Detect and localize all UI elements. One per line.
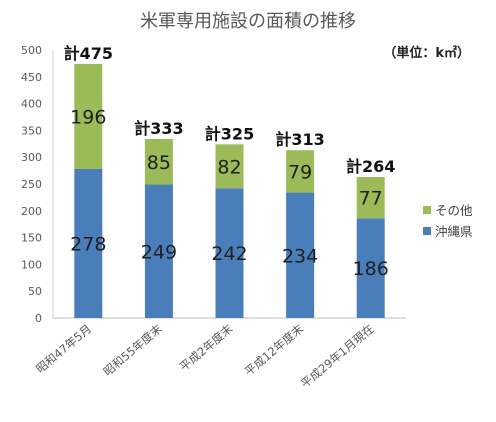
y-tick-label: 450: [21, 71, 42, 84]
bar-segment-okinawa: [74, 168, 103, 318]
segment-value-label: 85: [147, 152, 171, 174]
total-label: 計313: [275, 130, 324, 149]
chart-title: 米軍専用施設の面積の推移: [140, 11, 356, 32]
bar-segment-okinawa: [215, 188, 244, 318]
y-tick-label: 100: [21, 258, 42, 271]
segment-value-label: 77: [359, 188, 383, 210]
y-tick-label: 500: [21, 44, 42, 57]
y-tick-label: 150: [21, 232, 42, 245]
legend-label: その他: [435, 203, 473, 218]
total-label: 計325: [205, 124, 254, 143]
segment-value-label: 242: [211, 243, 247, 265]
total-label: 計333: [134, 119, 183, 138]
x-tick-label: 平成12年度末: [242, 321, 307, 378]
segment-value-label: 234: [282, 245, 318, 267]
bar-segment-okinawa: [286, 192, 315, 318]
bar-segment-other: [144, 138, 173, 185]
x-tick-label: 平成2年度末: [177, 321, 236, 374]
x-tick-label: 昭和47年5月: [33, 322, 94, 376]
total-label: 計264: [346, 157, 395, 176]
y-tick-label: 400: [21, 98, 42, 111]
bars: [74, 63, 385, 318]
unit-label: （単位：k㎡）: [383, 45, 470, 61]
bar-segment-okinawa: [356, 218, 385, 318]
bar-segment-other: [356, 177, 385, 219]
total-labels: 計475 計333 計325 計313 計264: [64, 44, 396, 176]
x-tick-label: 昭和55年度末: [101, 321, 166, 378]
segment-value-label: 278: [70, 233, 106, 255]
y-tick-label: 50: [28, 285, 42, 298]
x-tick-label: 平成29年1月現在: [298, 322, 377, 391]
bar-segment-other: [215, 144, 244, 189]
segment-value-label: 196: [70, 106, 106, 128]
total-label: 計475: [64, 44, 113, 63]
legend-label: 沖縄県: [435, 224, 473, 239]
segment-value-label: 82: [217, 156, 241, 178]
segment-value-label: 186: [353, 258, 389, 280]
segment-value-label: 249: [141, 241, 177, 263]
legend-swatch: [423, 206, 431, 214]
y-tick-label: 350: [21, 124, 42, 137]
bar-segment-okinawa: [144, 184, 173, 318]
segment-value-labels: 278 196 249 85 242 82 234 79 186 77: [70, 106, 389, 280]
bar-segment-other: [74, 63, 103, 169]
y-tick-label: 300: [21, 151, 42, 164]
segment-value-label: 79: [288, 161, 312, 183]
y-tick-labels: 0 50 100 150 200 250 300 350 400 450 500: [21, 44, 42, 325]
y-tick-label: 250: [21, 178, 42, 191]
bar-segment-other: [286, 150, 315, 193]
legend-swatch: [423, 227, 431, 235]
y-tick-label: 200: [21, 205, 42, 218]
y-tick-label: 0: [35, 312, 42, 325]
